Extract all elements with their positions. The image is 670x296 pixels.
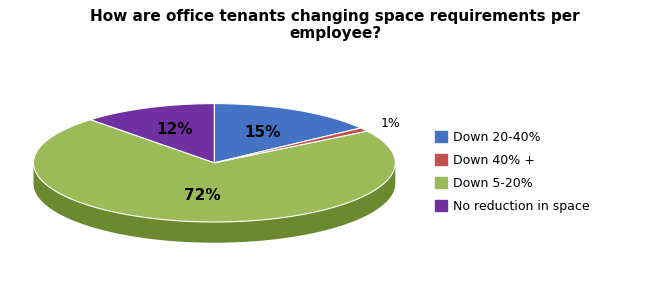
Legend: Down 20-40%, Down 40% +, Down 5-20%, No reduction in space: Down 20-40%, Down 40% +, Down 5-20%, No … xyxy=(428,124,596,219)
Polygon shape xyxy=(214,104,360,163)
Polygon shape xyxy=(34,120,395,222)
Text: 12%: 12% xyxy=(156,122,193,137)
Text: How are office tenants changing space requirements per
employee?: How are office tenants changing space re… xyxy=(90,9,580,41)
Text: 15%: 15% xyxy=(244,125,280,140)
Polygon shape xyxy=(90,104,214,163)
Polygon shape xyxy=(34,163,395,243)
Polygon shape xyxy=(214,128,367,163)
Text: 1%: 1% xyxy=(381,117,401,130)
Text: 72%: 72% xyxy=(184,188,220,202)
